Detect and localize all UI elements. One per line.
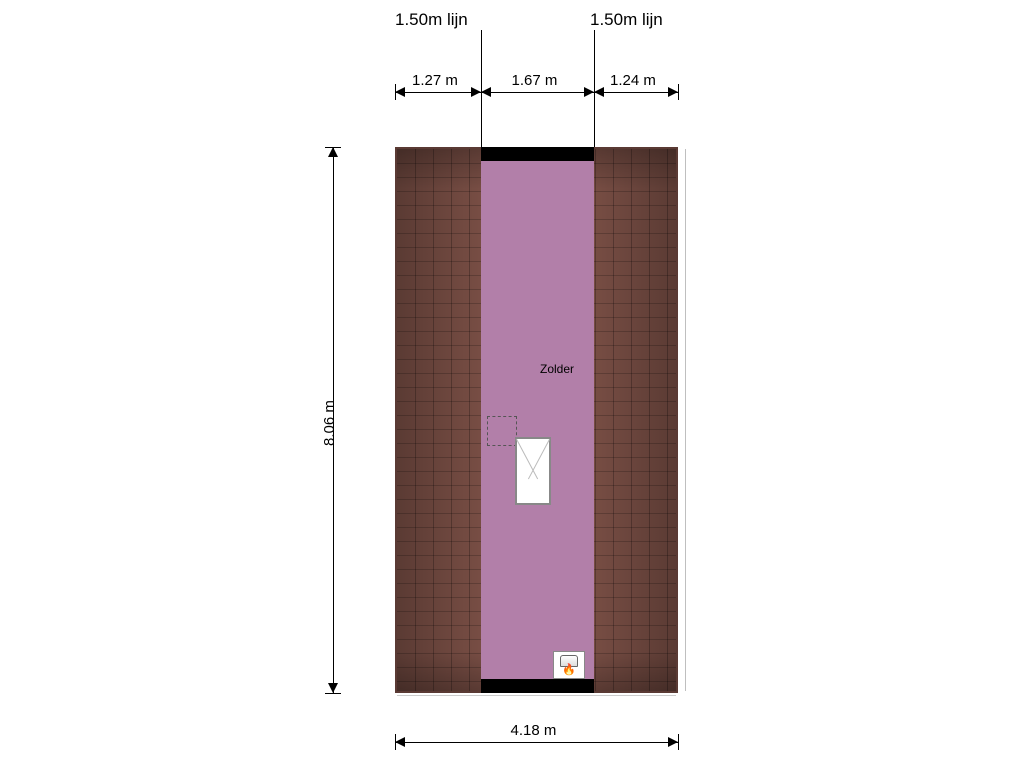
skylight	[515, 437, 551, 505]
dimension-label-left: 8.06 m	[321, 400, 338, 446]
dimension-label: 1.24 m	[610, 72, 656, 89]
dimension-label: 1.27 m	[412, 72, 458, 89]
flame-icon: 🔥	[554, 665, 584, 676]
wall-bottom	[481, 679, 594, 693]
dimension-label: 1.67 m	[512, 72, 558, 89]
lijn-label-right: 1.50m lijn	[590, 10, 663, 30]
dimension-label-bottom: 4.18 m	[511, 722, 557, 739]
room-label-zolder: Zolder	[540, 362, 574, 376]
wall-top	[481, 147, 594, 161]
boiler-icon: 🔥	[553, 651, 585, 679]
dashed-outline	[487, 416, 517, 446]
lijn-label-left: 1.50m lijn	[395, 10, 468, 30]
